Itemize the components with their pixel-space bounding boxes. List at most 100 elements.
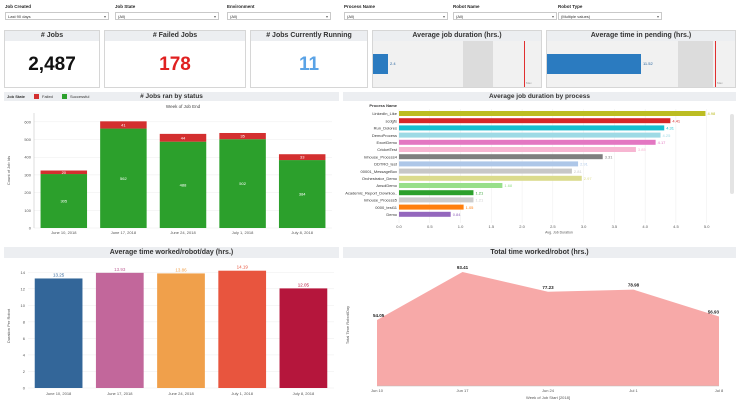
- vertical-scrollbar[interactable]: [730, 114, 734, 194]
- process-name-label: Inhouse_Process5: [364, 198, 398, 203]
- area-fill: [377, 272, 719, 386]
- bar-failed: [219, 132, 266, 140]
- process-value-label: 4.31: [666, 126, 675, 131]
- chevron-down-icon: ▾: [656, 13, 659, 19]
- gauge-max-line: [715, 41, 716, 87]
- filter-robot-type[interactable]: Robot Type (Multiple values) ▾: [558, 4, 662, 20]
- filter-select[interactable]: Last 90 days ▾: [5, 12, 109, 20]
- y-tick-label: 2: [23, 369, 26, 374]
- filter-select[interactable]: (All) ▾: [344, 12, 448, 20]
- filter-value: (All): [230, 13, 238, 19]
- process-name-label: Demo: [386, 212, 397, 217]
- process-value-label: 4.17: [658, 140, 667, 145]
- y-tick-label: 0: [23, 386, 26, 391]
- process-name-label: 0000_test11: [375, 205, 397, 210]
- y-tick-label: 100: [24, 208, 31, 213]
- x-tick-label: 4.0: [642, 224, 648, 229]
- bar-failed: [100, 121, 147, 129]
- process-bar-chart: Process Name 0.0 0.5 1.0 1.5 2.0 2.5 3.0 3.5 4.0 4…: [345, 103, 716, 235]
- filter-select[interactable]: (Multiple values) ▾: [558, 12, 662, 20]
- legend-title: Job State: [7, 94, 26, 99]
- gauge-title: Average time in pending (hrs.): [547, 31, 735, 41]
- x-tick-label: 3.5: [612, 224, 618, 229]
- process-value-label: 1.68: [504, 183, 513, 188]
- x-tick-label: June 24, 2018: [168, 391, 194, 396]
- kpi-title: # Failed Jobs: [105, 31, 245, 41]
- gauge-band: [463, 41, 493, 87]
- filter-robot-name[interactable]: Robot Name (All) ▾: [453, 4, 557, 20]
- legend-swatch: [34, 94, 39, 99]
- y-tick-label: 500: [24, 137, 31, 142]
- x-tick-label: Jul 1: [629, 388, 638, 393]
- robot-day-bar-chart: Duration Per Robot 0 2 4 6 8 10 12 14 13.25 June 1…: [6, 265, 334, 396]
- y-tick-label: 4: [23, 352, 26, 357]
- gauge-max-line: [524, 41, 525, 87]
- filter-select[interactable]: (All) ▾: [115, 12, 219, 20]
- process-bar: [399, 161, 579, 167]
- y-tick-label: 12: [21, 286, 26, 291]
- data-label-successful: 488: [180, 182, 187, 187]
- filter-label: Job Created: [5, 4, 32, 9]
- robot-day-bar: [34, 278, 83, 388]
- panel-title: # Jobs ran by status: [4, 92, 339, 101]
- data-label: 13.93: [114, 267, 126, 272]
- x-tick-label: July 1, 2018: [232, 230, 254, 235]
- bar-successful: [159, 141, 207, 228]
- gauge-duration-card: Average job duration (hrs.) 2.4 Max: [372, 30, 542, 88]
- process-value-label: 2.91: [580, 162, 589, 167]
- bar-failed: [278, 154, 326, 161]
- data-label-failed: 33: [300, 155, 305, 160]
- filter-label: Robot Type: [558, 4, 583, 9]
- chevron-down-icon: ▾: [325, 13, 328, 19]
- process-value-label: 4.41: [672, 118, 681, 123]
- data-label-failed: 41: [121, 122, 126, 127]
- panel-title: Total time worked/robot (hrs.): [343, 247, 736, 258]
- y-tick-label: 14: [21, 270, 26, 275]
- y-tick-label: 8: [23, 319, 26, 324]
- legend-failed[interactable]: Failed: [34, 94, 53, 99]
- robot-day-bar: [157, 273, 205, 388]
- data-label: 54.05: [373, 313, 385, 318]
- process-bar: [399, 118, 671, 124]
- column-label: Process Name: [369, 103, 397, 108]
- process-value-label: 2.97: [584, 176, 593, 181]
- x-axis-label: Week of Job Start [2018]: [526, 395, 570, 400]
- kpi-title: # Jobs Currently Running: [251, 31, 367, 41]
- process-bar: [399, 190, 474, 196]
- gauge-max-label: Max: [526, 81, 532, 85]
- x-tick-label: July 8, 2018: [293, 391, 315, 396]
- bar-successful: [40, 174, 88, 228]
- process-value-label: 1.21: [475, 190, 484, 195]
- kpi-value: 11: [298, 54, 320, 75]
- filter-job-state[interactable]: Job State (All) ▾: [115, 4, 219, 20]
- process-bar: [399, 154, 603, 160]
- legend-label: Successful: [70, 94, 90, 99]
- data-label: 78.98: [628, 283, 640, 288]
- process-value-label: 3.31: [605, 154, 614, 159]
- process-bar: [399, 132, 661, 138]
- legend-label: Failed: [42, 94, 53, 99]
- x-tick-label: Jul 8: [715, 388, 724, 393]
- process-value-label: 3.85: [638, 147, 647, 152]
- legend-successful[interactable]: Successful: [62, 94, 89, 99]
- chart-title: Week of Job End: [166, 104, 201, 109]
- filter-select[interactable]: (All) ▾: [453, 12, 557, 20]
- x-tick-label: July 8, 2018: [291, 230, 313, 235]
- filter-value: (Multiple values): [561, 13, 591, 19]
- process-name-label: 00001_MessageBox: [361, 169, 397, 174]
- bar-failed: [159, 133, 207, 142]
- status-bar-chart: Week of Job End Count of Job Ids 0 100 200 30…: [6, 104, 332, 235]
- robot-day-bar: [279, 288, 328, 388]
- filter-job-created[interactable]: Job Created Last 90 days ▾: [5, 4, 109, 20]
- kpi-title: # Jobs: [5, 31, 99, 41]
- process-bar: [399, 175, 582, 181]
- filter-value: Last 90 days: [8, 13, 31, 19]
- filter-environment[interactable]: Environment (All) ▾: [227, 4, 331, 20]
- process-name-label: DDTRO_test: [374, 162, 398, 167]
- process-name-label: Run_Dolores: [374, 126, 397, 131]
- filter-process-name[interactable]: Process Name (All) ▾: [344, 4, 448, 20]
- chevron-down-icon: ▾: [213, 13, 216, 19]
- filter-select[interactable]: (All) ▾: [227, 12, 331, 20]
- y-tick-label: 6: [23, 336, 26, 341]
- bar-successful: [219, 139, 266, 228]
